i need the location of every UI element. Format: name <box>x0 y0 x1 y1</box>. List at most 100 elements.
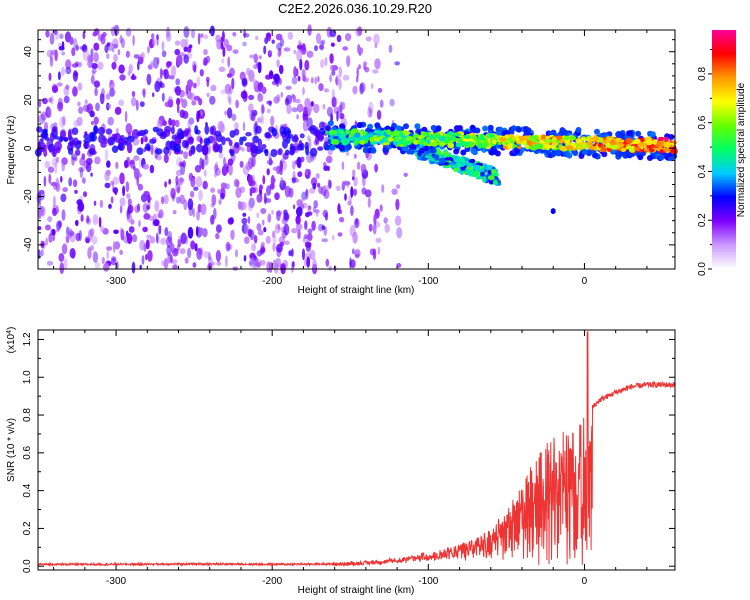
spectrogram-cell <box>261 86 267 94</box>
spectrogram-cell <box>91 121 94 125</box>
spectrogram-cell <box>249 180 256 187</box>
spectrogram-cell <box>177 186 180 194</box>
spectrogram-ytick-label: -40 <box>23 237 34 252</box>
spectrogram-cell <box>325 184 329 192</box>
spectrogram-cell <box>183 54 189 64</box>
spectrogram-cell <box>143 213 151 220</box>
spectrogram-cell <box>272 259 277 271</box>
spectrogram-cell <box>210 214 215 225</box>
spectrogram-cell <box>196 247 203 260</box>
spectrogram-cell <box>657 137 664 142</box>
spectrogram-cell <box>336 129 342 133</box>
spectrogram-ytick-label: 20 <box>23 94 34 106</box>
spectrogram-cell <box>336 34 342 43</box>
spectrogram-cell <box>149 60 153 71</box>
spectrogram-cell <box>106 250 110 260</box>
spectrogram-cell <box>362 147 369 154</box>
spectrogram-cell <box>98 216 102 228</box>
spectrogram-cell <box>226 107 233 119</box>
spectrogram-cell <box>126 214 133 223</box>
spectrogram-cell <box>60 193 67 203</box>
spectrogram-cell <box>59 262 65 275</box>
spectrogram-cell <box>81 153 85 161</box>
spectrogram-cell <box>150 144 154 155</box>
spectrogram-cell <box>296 49 303 62</box>
spectrogram-cell <box>319 127 326 135</box>
spectrogram-cell <box>138 56 144 65</box>
spectrogram-cell <box>225 137 231 142</box>
spectrogram-cell <box>251 243 256 252</box>
spectrogram-cell <box>293 134 299 141</box>
spectrogram-cell <box>228 96 232 105</box>
spectrogram-cell <box>91 68 97 74</box>
spectrogram-cell <box>297 39 302 47</box>
spectrogram-cell <box>56 220 62 231</box>
spectrogram-cell <box>285 94 293 105</box>
spectrogram-cell <box>353 140 359 146</box>
spectrogram-cell <box>61 209 66 221</box>
spectrogram-cell <box>372 248 377 260</box>
spectrogram-cell <box>468 159 475 164</box>
spectrogram-cell <box>174 85 182 96</box>
spectrogram-cell <box>72 179 78 188</box>
spectrogram-cell <box>175 196 181 204</box>
spectrogram-cell <box>144 143 151 151</box>
colorbar-tick-label: 0.8 <box>697 67 708 81</box>
spectrogram-cell <box>267 108 271 114</box>
spectrogram-cell <box>307 228 313 234</box>
spectrogram-cell <box>403 172 408 177</box>
spectrogram-cell <box>217 188 221 195</box>
spectrogram-cell <box>213 207 217 220</box>
spectrogram-cell <box>307 233 313 242</box>
spectrogram-cell <box>206 92 210 98</box>
spectrogram-cell <box>626 130 632 137</box>
spectrogram-cell <box>155 232 159 244</box>
spectrogram-cell <box>83 138 92 144</box>
spectrogram-cell <box>260 103 265 115</box>
spectrogram-cell <box>119 134 125 141</box>
spectrogram-cell <box>119 249 123 256</box>
spectrogram-cell <box>375 237 382 243</box>
spectrogram-cell <box>304 59 310 71</box>
spectrogram-cell <box>112 176 119 185</box>
spectrogram-cell <box>42 97 48 105</box>
spectrogram-cell <box>664 141 672 148</box>
spectrogram-cell <box>59 33 64 40</box>
spectrogram-cell <box>200 110 203 116</box>
spectrogram-cell <box>491 169 497 174</box>
spectrogram-cell <box>592 146 598 150</box>
spectrogram-cell <box>440 154 446 159</box>
spectrogram-cell <box>113 43 118 49</box>
spectrogram-cell <box>125 50 130 58</box>
spectrogram-cell <box>470 148 477 154</box>
spectrogram-cell <box>147 45 150 54</box>
spectrogram-cell <box>69 136 74 146</box>
spectrogram-cell <box>190 177 196 188</box>
spectrogram-cell <box>662 148 670 152</box>
spectrogram-cell <box>374 42 378 49</box>
spectrogram-cell <box>551 142 559 146</box>
spectrogram-cell <box>146 205 151 210</box>
spectrogram-cell <box>339 145 345 152</box>
spectrogram-cell <box>142 90 146 96</box>
spectrogram-cell <box>326 106 333 117</box>
spectrogram-cell <box>206 79 210 88</box>
spectrogram-cell <box>224 255 228 268</box>
spectrogram-cell <box>350 205 354 217</box>
spectrogram-cell <box>93 80 100 88</box>
spectrogram-cell <box>319 135 325 140</box>
spectrogram-cell <box>116 261 119 270</box>
spectrogram-cell <box>124 110 128 123</box>
spectrogram-cell <box>50 181 58 187</box>
spectrogram-cell <box>313 103 320 114</box>
spectrogram-cell <box>302 106 309 115</box>
spectrogram-cell <box>494 150 501 157</box>
spectrogram-cell <box>168 117 173 126</box>
spectrogram-cell <box>635 130 642 137</box>
spectrogram-cell <box>63 85 70 97</box>
spectrogram-cell <box>172 264 178 270</box>
spectrogram-cell <box>52 207 58 217</box>
spectrogram-cell <box>183 46 188 52</box>
spectrogram-cell <box>487 124 494 131</box>
spectrogram-cell <box>550 208 556 215</box>
